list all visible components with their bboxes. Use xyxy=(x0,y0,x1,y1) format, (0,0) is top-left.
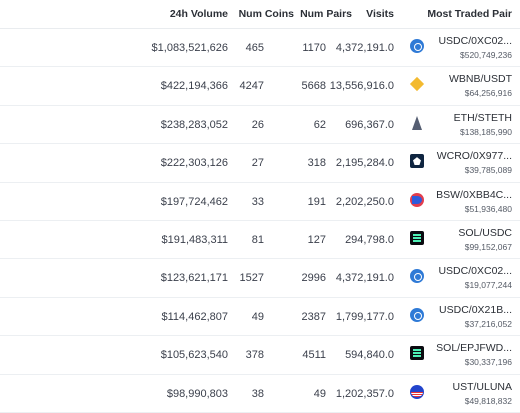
cell-num-pairs: 1170 xyxy=(302,42,326,54)
cell-num-coins: 49 xyxy=(251,310,264,323)
cell-visits: 2,195,284.0 xyxy=(335,157,394,170)
cell-num-coins: 378 xyxy=(245,349,264,362)
pair-name-link[interactable]: UST/ULUNA xyxy=(452,380,512,393)
cell-24h-volume: $98,990,803 xyxy=(166,387,228,400)
cell-num-pairs: 49 xyxy=(313,387,326,400)
cell-visits: 696,367.0 xyxy=(345,118,394,131)
table-row[interactable]: $1,083,521,626 465 1170 4,372,191.0 USDC… xyxy=(0,29,520,68)
cell-visits: 4,372,191.0 xyxy=(335,272,394,285)
table-row[interactable]: $422,194,366 4247 5668 13,556,916.0 WBNB… xyxy=(0,67,520,106)
table-row[interactable]: $123,621,171 1527 2996 4,372,191.0 USDC/… xyxy=(0,259,520,298)
eth-icon xyxy=(412,115,422,130)
table-row[interactable]: $114,462,807 49 2387 1,799,177.0 USDC/0X… xyxy=(0,298,520,337)
cell-24h-volume: $123,621,171 xyxy=(160,272,228,285)
table-row[interactable]: $105,623,540 378 4511 594,840.0 SOL/EPJF… xyxy=(0,336,520,375)
cell-visits: 4,372,191.0 xyxy=(335,42,394,54)
cell-num-pairs: 5668 xyxy=(301,80,326,93)
cell-visits: 594,840.0 xyxy=(345,349,394,362)
pair-volume: $30,337,196 xyxy=(464,357,512,368)
cell-24h-volume: $197,724,462 xyxy=(160,195,228,208)
cell-24h-volume: $422,194,366 xyxy=(160,80,228,93)
cell-num-coins: 26 xyxy=(251,118,264,131)
table-row[interactable]: $222,303,126 27 318 2,195,284.0 WCRO/0X9… xyxy=(0,144,520,183)
cell-num-coins: 4247 xyxy=(239,80,264,93)
table-body: $1,083,521,626 465 1170 4,372,191.0 USDC… xyxy=(0,29,520,413)
column-header-num-pairs[interactable]: Num Pairs xyxy=(300,8,352,20)
column-header-24h-volume[interactable]: 24h Volume xyxy=(169,8,228,20)
cell-24h-volume: $1,083,521,626 xyxy=(151,42,228,54)
column-header-most-traded-pair[interactable]: Most Traded Pair xyxy=(427,8,512,20)
pair-volume: $39,785,089 xyxy=(464,165,512,176)
sol-icon xyxy=(410,230,424,245)
cell-num-pairs: 4511 xyxy=(302,349,326,362)
column-header-num-coins[interactable]: Num Coins xyxy=(238,8,294,20)
cell-24h-volume: $238,283,052 xyxy=(160,118,228,131)
cell-visits: 294,798.0 xyxy=(345,233,394,246)
cell-num-coins: 38 xyxy=(251,387,264,400)
pair-volume: $19,077,244 xyxy=(464,280,512,291)
pair-name-link[interactable]: BSW/0XBB4C... xyxy=(436,188,512,201)
most-traded-pair[interactable]: SOL/USDC $99,152,067 xyxy=(458,227,512,253)
pair-name-link[interactable]: USDC/0XC02... xyxy=(438,35,512,47)
bnb-icon xyxy=(409,77,425,92)
cell-visits: 13,556,916.0 xyxy=(329,80,394,93)
cell-visits: 1,202,357.0 xyxy=(335,387,394,400)
most-traded-pair[interactable]: WCRO/0X977... $39,785,089 xyxy=(437,150,512,176)
pair-name-link[interactable]: WCRO/0X977... xyxy=(436,150,512,163)
sol-icon xyxy=(410,346,424,361)
pair-name-link[interactable]: USDC/0X21B... xyxy=(439,303,512,316)
cell-visits: 2,202,250.0 xyxy=(335,195,394,208)
cell-num-pairs: 62 xyxy=(313,118,326,131)
cell-visits: 1,799,177.0 xyxy=(335,310,394,323)
cell-num-pairs: 191 xyxy=(307,195,326,208)
pair-volume: $64,256,916 xyxy=(464,88,512,99)
most-traded-pair[interactable]: USDC/0XC02... $520,749,236 xyxy=(438,35,512,61)
most-traded-pair[interactable]: USDC/0XC02... $19,077,244 xyxy=(438,265,512,291)
pair-name-link[interactable]: USDC/0XC02... xyxy=(438,265,512,278)
table-row[interactable]: $191,483,311 81 127 294,798.0 SOL/USDC $… xyxy=(0,221,520,260)
most-traded-pair[interactable]: BSW/0XBB4C... $51,936,480 xyxy=(436,189,512,215)
cell-num-pairs: 2387 xyxy=(301,310,326,323)
column-header-visits[interactable]: Visits xyxy=(366,8,394,20)
most-traded-pair[interactable]: ETH/STETH $138,185,990 xyxy=(454,112,512,138)
pair-volume: $520,749,236 xyxy=(460,50,512,60)
cell-num-coins: 27 xyxy=(251,157,264,170)
pair-volume: $49,818,832 xyxy=(464,395,512,406)
pair-volume: $37,216,052 xyxy=(464,318,512,329)
most-traded-pair[interactable]: USDC/0X21B... $37,216,052 xyxy=(439,304,512,330)
table-header: 24h Volume Num Coins Num Pairs Visits Mo… xyxy=(0,0,520,29)
pair-name-link[interactable]: SOL/USDC xyxy=(458,226,512,239)
cell-24h-volume: $222,303,126 xyxy=(160,157,228,170)
pair-volume: $51,936,480 xyxy=(464,203,512,214)
pair-volume: $99,152,067 xyxy=(464,241,512,252)
cell-24h-volume: $191,483,311 xyxy=(161,233,228,246)
table-row[interactable]: $197,724,462 33 191 2,202,250.0 BSW/0XBB… xyxy=(0,183,520,221)
most-traded-pair[interactable]: UST/ULUNA $49,818,832 xyxy=(452,381,512,407)
pair-name-link[interactable]: WBNB/USDT xyxy=(449,73,512,86)
cell-num-coins: 465 xyxy=(245,42,264,54)
cell-24h-volume: $114,462,807 xyxy=(161,310,228,323)
cell-num-coins: 33 xyxy=(251,195,264,208)
most-traded-pair[interactable]: WBNB/USDT $64,256,916 xyxy=(449,73,512,99)
cell-num-pairs: 2996 xyxy=(301,272,326,285)
usdc-icon xyxy=(410,39,424,53)
usdc-icon xyxy=(410,307,424,322)
cell-num-coins: 1527 xyxy=(239,272,264,285)
usdc-icon xyxy=(410,269,424,284)
wcro-icon xyxy=(410,154,424,169)
cell-num-pairs: 127 xyxy=(307,233,326,246)
cell-24h-volume: $105,623,540 xyxy=(160,349,228,362)
ust-icon xyxy=(410,384,424,399)
pair-volume: $138,185,990 xyxy=(460,126,512,137)
bsw-icon xyxy=(410,192,424,207)
cell-num-coins: 81 xyxy=(251,233,264,246)
pair-name-link[interactable]: SOL/EPJFWD... xyxy=(436,342,512,355)
most-traded-pair[interactable]: SOL/EPJFWD... $30,337,196 xyxy=(436,342,512,368)
cell-num-pairs: 318 xyxy=(307,157,326,170)
table-row[interactable]: $238,283,052 26 62 696,367.0 ETH/STETH $… xyxy=(0,106,520,145)
pair-name-link[interactable]: ETH/STETH xyxy=(453,111,512,124)
table-row[interactable]: $98,990,803 38 49 1,202,357.0 UST/ULUNA … xyxy=(0,375,520,413)
